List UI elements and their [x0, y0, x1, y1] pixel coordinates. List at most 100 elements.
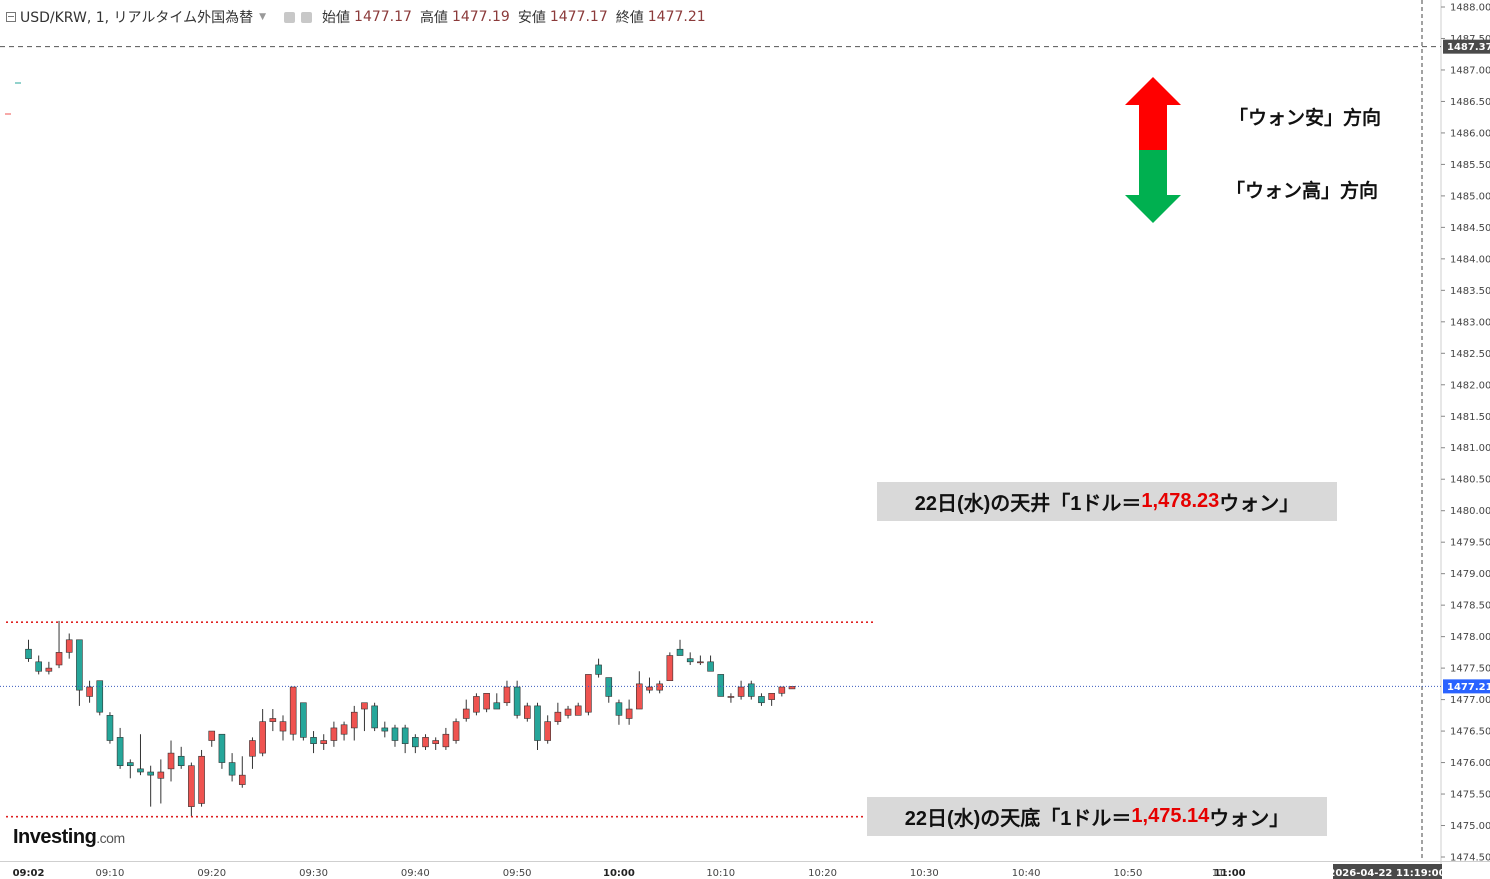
candle[interactable] — [747, 680, 755, 700]
candle[interactable] — [656, 680, 663, 694]
candle[interactable] — [697, 655, 704, 665]
candle-body — [381, 727, 389, 732]
candle[interactable] — [432, 737, 440, 750]
candle[interactable] — [259, 709, 266, 757]
candle-body — [646, 686, 653, 691]
high-annotation-prefix: 22日(水)の天井「1ドル＝ — [914, 493, 1142, 515]
low-annotation-suffix: ウォン」 — [1209, 808, 1290, 830]
candle[interactable] — [45, 661, 53, 675]
candle[interactable] — [127, 759, 134, 779]
candle[interactable] — [300, 702, 307, 741]
candle-body — [198, 755, 205, 804]
candle[interactable] — [574, 702, 582, 716]
symbol-title[interactable]: USD/KRW, 1, リアルタイム外国為替 — [20, 10, 254, 26]
low-annotation-value: 1,475.14 — [1131, 805, 1210, 827]
price-axis-label: 1486.50 — [1450, 97, 1490, 108]
time-axis-label: 11:00 — [1214, 868, 1246, 879]
price-axis-label: 1478.00 — [1450, 632, 1490, 643]
candle[interactable] — [483, 692, 490, 713]
candle[interactable] — [707, 655, 714, 672]
candle[interactable] — [452, 718, 460, 744]
collapse-icon[interactable] — [6, 12, 16, 22]
candle[interactable] — [330, 721, 338, 747]
candle[interactable] — [350, 705, 358, 741]
arrow-up-icon — [1125, 77, 1181, 150]
candle[interactable] — [635, 671, 643, 710]
candle[interactable] — [625, 699, 633, 725]
candle[interactable] — [218, 733, 226, 769]
candle-body — [412, 737, 419, 748]
candle[interactable] — [25, 639, 32, 662]
candle[interactable] — [493, 693, 501, 710]
candle[interactable] — [167, 740, 175, 782]
candle[interactable] — [106, 712, 114, 744]
candle[interactable] — [279, 715, 287, 741]
candle[interactable] — [462, 699, 470, 722]
time-axis-label: 10:10 — [706, 868, 735, 879]
candle[interactable] — [686, 652, 694, 665]
candle[interactable] — [401, 724, 409, 754]
candle[interactable] — [564, 705, 572, 719]
candle[interactable] — [615, 699, 623, 725]
candle[interactable] — [778, 686, 786, 697]
chevron-down-icon[interactable]: ▼ — [259, 12, 267, 22]
candle[interactable] — [503, 680, 511, 706]
candle[interactable] — [758, 693, 765, 706]
candle[interactable] — [86, 680, 93, 703]
candle[interactable] — [137, 734, 144, 776]
candle[interactable] — [381, 721, 389, 738]
candle[interactable] — [605, 677, 613, 703]
candle[interactable] — [310, 731, 317, 754]
candle[interactable] — [422, 734, 429, 750]
candle[interactable] — [727, 693, 735, 703]
candle-body — [625, 708, 633, 719]
candle[interactable] — [65, 633, 73, 659]
candle-body — [473, 696, 480, 713]
candle[interactable] — [371, 702, 378, 732]
candle[interactable] — [717, 674, 725, 697]
candle[interactable] — [646, 677, 653, 694]
candle[interactable] — [544, 715, 551, 744]
time-axis-label: 10:30 — [910, 868, 939, 879]
price-axis: 1488.00 1487.50 1487.00 1486.50 1486.00 1485.… — [1441, 3, 1490, 864]
candle[interactable] — [768, 692, 775, 706]
candle[interactable] — [228, 753, 236, 782]
candle[interactable] — [361, 702, 368, 732]
candle[interactable] — [76, 639, 83, 706]
candle[interactable] — [147, 765, 154, 807]
candle[interactable] — [513, 680, 521, 719]
candle[interactable] — [737, 680, 745, 700]
candle[interactable] — [442, 727, 450, 750]
candle[interactable] — [473, 693, 480, 716]
candle[interactable] — [116, 727, 124, 769]
settings-icon[interactable] — [301, 11, 313, 23]
candle[interactable] — [585, 674, 592, 716]
candle[interactable] — [391, 724, 399, 747]
candle[interactable] — [554, 702, 562, 725]
investing-logo[interactable]: Investing.com — [13, 826, 125, 849]
candle[interactable] — [249, 737, 256, 769]
candle[interactable] — [177, 746, 185, 769]
candle[interactable] — [208, 730, 216, 747]
candle[interactable] — [676, 639, 684, 656]
candle[interactable] — [188, 762, 195, 817]
candle[interactable] — [524, 702, 531, 722]
candle[interactable] — [35, 655, 42, 675]
candle[interactable] — [595, 658, 602, 678]
candle[interactable] — [289, 686, 297, 741]
candle[interactable] — [157, 759, 165, 804]
candle[interactable] — [198, 749, 205, 807]
price-axis-label: 1479.50 — [1450, 538, 1490, 549]
candle[interactable] — [666, 652, 674, 682]
time-axis-label: 09:02 — [13, 868, 45, 879]
candle[interactable] — [534, 702, 541, 750]
candle[interactable] — [269, 709, 277, 732]
candle[interactable] — [340, 721, 348, 741]
candle[interactable] — [55, 620, 63, 669]
candle-body — [55, 652, 63, 666]
candle[interactable] — [320, 734, 328, 750]
eye-icon[interactable] — [284, 11, 296, 23]
candle[interactable] — [238, 756, 246, 788]
candle[interactable] — [412, 734, 419, 754]
